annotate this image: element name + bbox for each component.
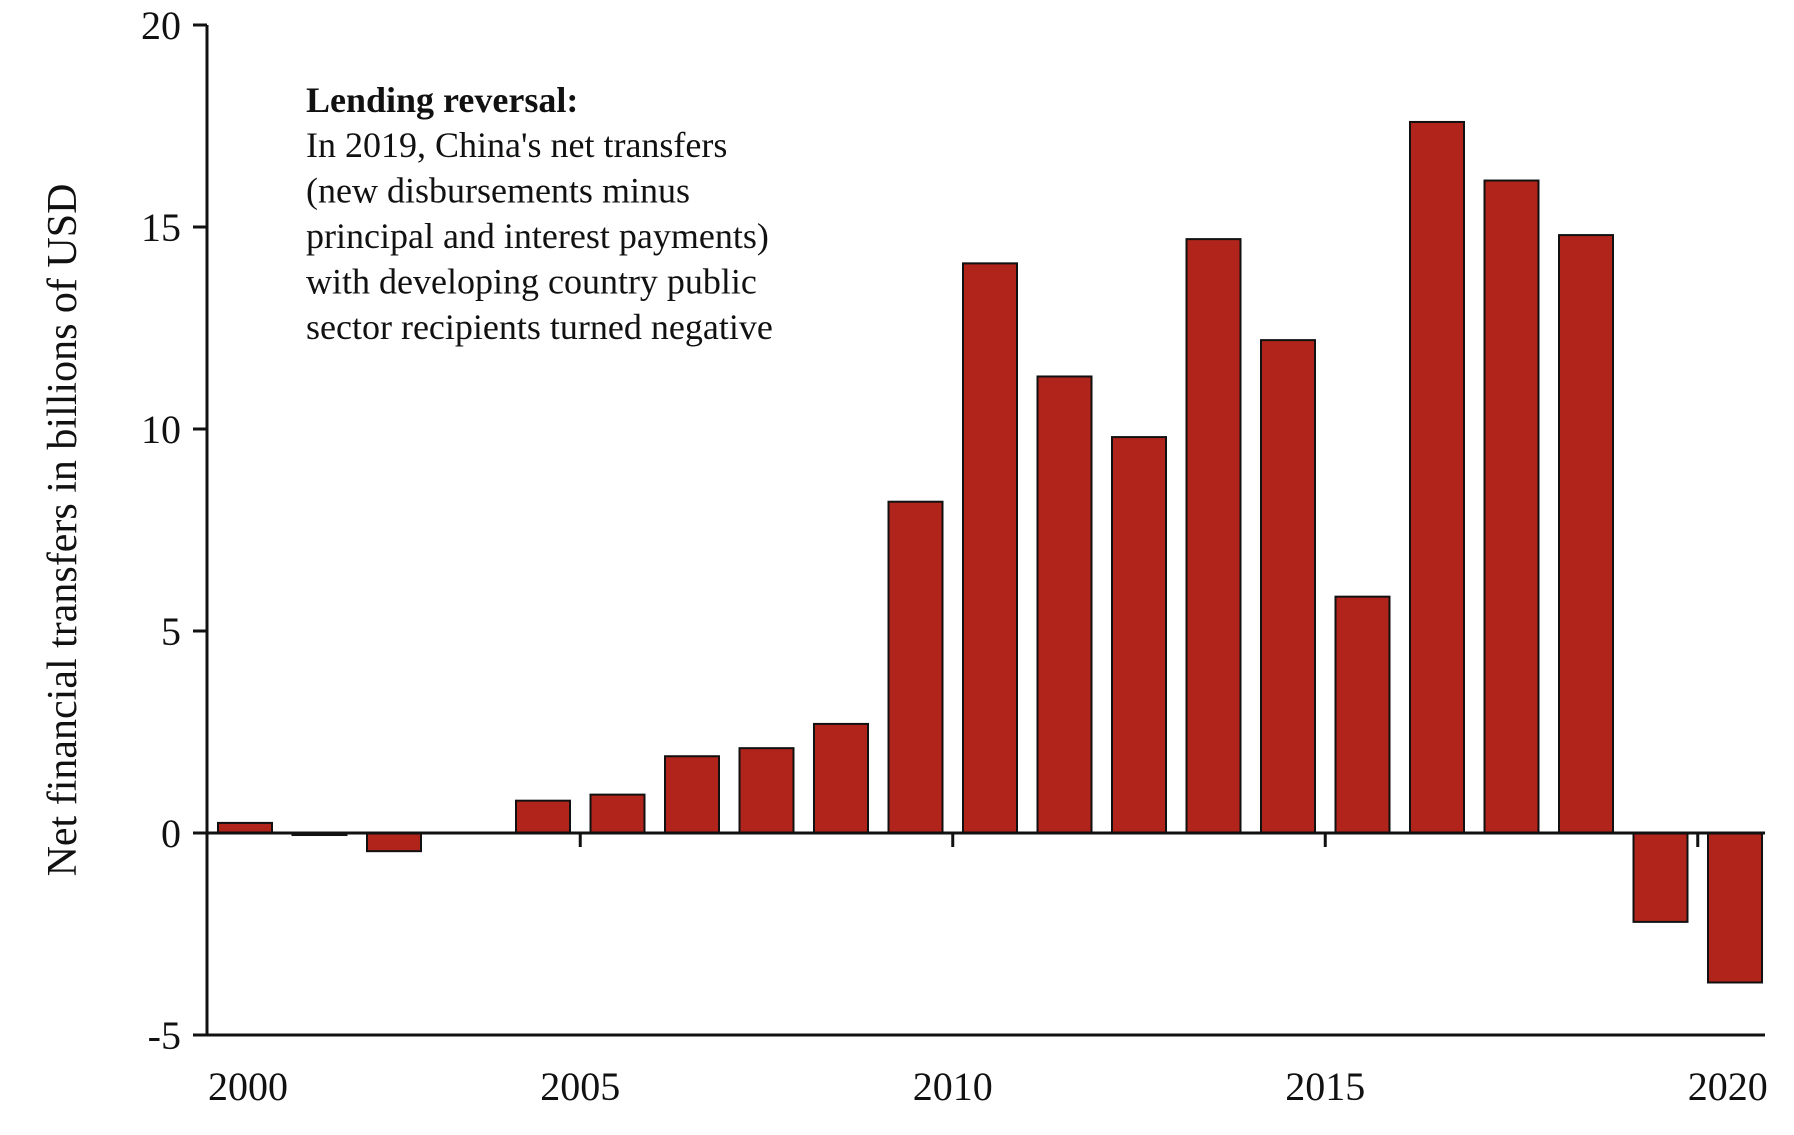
bar-2017 [1483,179,1540,835]
bar-2007 [738,747,795,834]
annotation-line: sector recipients turned negative [306,307,773,347]
annotation-line: (new disbursements minus [306,171,690,211]
bar-2015 [1334,595,1391,834]
bar-2002 [366,832,422,853]
y-tick-label: 0 [161,811,181,856]
bar-2008 [813,722,869,834]
bar-2018 [1558,234,1614,834]
bar-2005 [589,793,646,834]
x-tick-label: 2015 [1285,1064,1365,1109]
y-tick-label: 10 [141,407,181,452]
y-tick-label: 15 [141,205,181,250]
bar-2014 [1260,339,1316,834]
bar-2020 [1707,832,1763,984]
bar-2016 [1409,120,1465,834]
bar-2010 [962,262,1018,834]
bar-2000 [217,821,273,835]
x-tick-label: 2010 [913,1064,993,1109]
bars-group [217,120,1763,984]
bar-2009 [887,500,944,834]
annotation-heading: Lending reversal: [306,80,578,120]
bar-2012 [1111,436,1167,834]
y-tick-label: -5 [148,1013,181,1058]
annotation-line: In 2019, China's net transfers [306,125,727,165]
annotation-line: with developing country public [306,262,757,302]
axes-group [193,23,1765,1037]
x-tick-label: 2005 [540,1064,620,1109]
y-tick-label: 20 [141,3,181,48]
x-tick-label: 2000 [208,1064,288,1109]
bar-2004 [515,799,571,834]
annotation-group: Lending reversal: In 2019, China's net tr… [306,80,773,347]
bar-2013 [1185,238,1242,834]
annotation-line: principal and interest payments) [306,216,769,256]
x-tick-label: 2020 [1688,1064,1768,1109]
y-axis-title: Net financial transfers in billions of U… [40,184,86,877]
bar-2011 [1036,375,1093,834]
bar-2006 [664,755,720,834]
bar-2019 [1632,832,1689,923]
y-tick-label: 5 [161,609,181,654]
